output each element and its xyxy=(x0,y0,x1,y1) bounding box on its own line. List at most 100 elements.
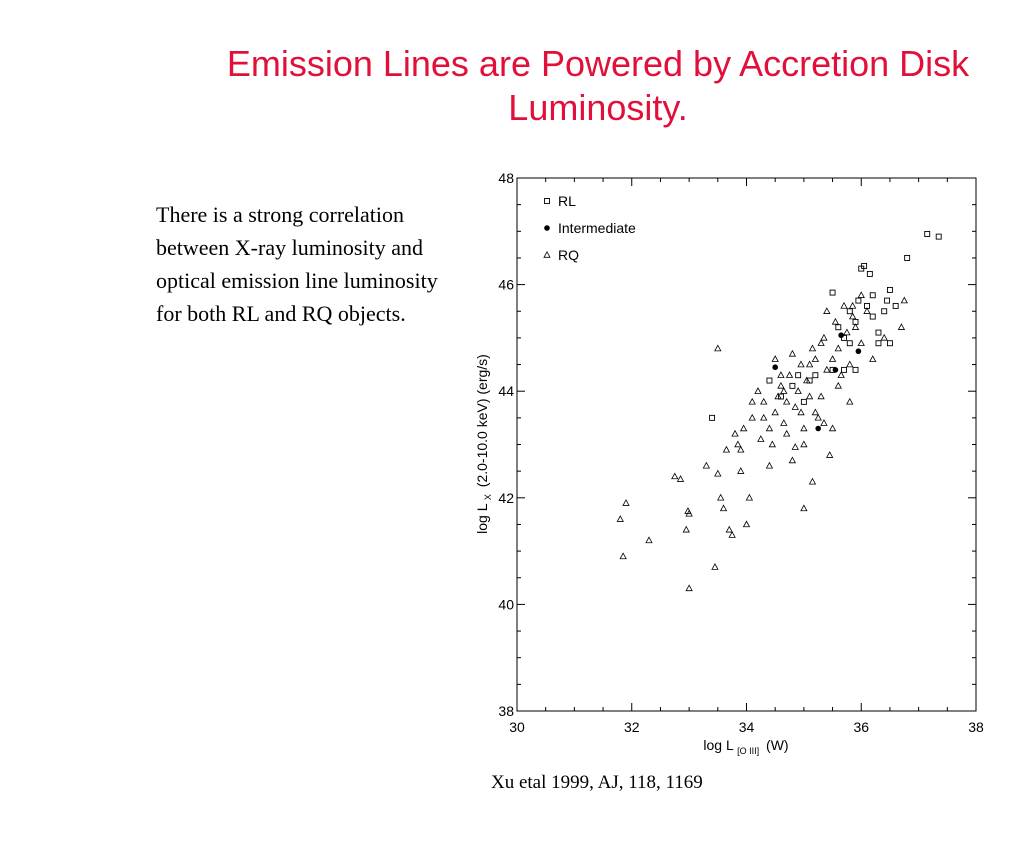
point-rl xyxy=(829,289,836,296)
point-rq xyxy=(622,499,630,506)
y-axis-label: log L X (2.0-10.0 keV) (erg/s) xyxy=(474,354,494,534)
point-intermediate xyxy=(838,332,844,339)
point-rq xyxy=(834,381,842,389)
point-rq xyxy=(843,328,851,336)
legend: RL Intermediate RQ xyxy=(543,193,636,263)
point-rl xyxy=(846,308,853,315)
point-rl xyxy=(812,372,819,379)
point-rl xyxy=(869,313,876,320)
point-rq xyxy=(722,445,731,453)
point-rq xyxy=(834,344,842,352)
point-rq xyxy=(671,472,679,480)
point-rq xyxy=(805,392,814,400)
point-rq xyxy=(728,531,736,538)
slide-title: Emission Lines are Powered by Accretion … xyxy=(180,42,1016,130)
point-rl xyxy=(709,414,716,421)
point-rl xyxy=(875,340,882,347)
point-rl xyxy=(855,297,862,304)
y-tick-label: 48 xyxy=(498,170,514,186)
point-rq xyxy=(734,440,742,448)
point-rq xyxy=(846,360,854,368)
point-rl xyxy=(892,302,899,309)
point-rq xyxy=(863,307,871,314)
point-rl xyxy=(881,308,888,315)
point-rq xyxy=(774,392,782,400)
x-tick-label: 34 xyxy=(739,719,755,735)
x-tick-label: 30 xyxy=(509,719,525,735)
point-rq xyxy=(717,493,725,501)
x-tick-label: 32 xyxy=(624,719,640,735)
point-rq xyxy=(814,413,822,421)
point-rq xyxy=(831,317,840,325)
point-rl xyxy=(846,340,853,347)
point-rq xyxy=(780,387,788,394)
point-rq xyxy=(811,355,820,362)
point-rq xyxy=(869,355,877,362)
point-rq xyxy=(745,493,754,501)
point-rq xyxy=(857,291,865,298)
point-rq xyxy=(777,381,785,389)
point-rq xyxy=(702,461,711,469)
point-rl xyxy=(800,398,807,405)
legend-label-intermediate: Intermediate xyxy=(558,220,636,236)
point-rq xyxy=(682,525,690,533)
point-rl xyxy=(869,292,876,299)
point-rq xyxy=(897,323,906,330)
points-layer xyxy=(616,231,942,592)
point-rq xyxy=(851,323,860,330)
point-rq xyxy=(676,475,685,482)
point-rl xyxy=(875,329,882,336)
point-intermediate xyxy=(855,348,862,355)
point-rq xyxy=(808,477,817,485)
point-rl xyxy=(904,254,911,261)
point-rl xyxy=(835,324,842,331)
point-rq xyxy=(788,456,797,464)
point-rq xyxy=(808,344,817,352)
point-rq xyxy=(837,371,845,378)
point-rq xyxy=(800,504,808,512)
point-rq xyxy=(794,387,802,394)
point-rq xyxy=(748,413,756,421)
point-rq xyxy=(731,429,739,437)
point-rq xyxy=(828,355,837,362)
point-rq xyxy=(803,376,811,384)
legend-marker-rq xyxy=(543,250,551,258)
point-rq xyxy=(782,429,791,437)
point-rl xyxy=(766,377,773,384)
point-rq xyxy=(817,392,825,400)
point-rq xyxy=(725,525,733,533)
ticks-layer: 30 32 34 36 38 38 40 42 44 46 48 xyxy=(498,170,984,735)
point-rq xyxy=(900,296,908,304)
y-axis-label-sub: X xyxy=(483,494,493,500)
point-rq xyxy=(823,307,831,314)
point-rq xyxy=(805,360,814,368)
citation: Xu etal 1999, AJ, 118, 1169 xyxy=(491,772,703,793)
point-rq xyxy=(777,371,785,378)
chart-frame xyxy=(516,177,977,712)
point-rq xyxy=(719,504,728,512)
point-rl xyxy=(866,270,873,277)
point-rq xyxy=(645,536,653,544)
legend-label-rq: RQ xyxy=(558,247,579,263)
point-rq xyxy=(820,333,828,341)
point-rq xyxy=(823,365,831,373)
point-rq xyxy=(782,397,791,405)
point-intermediate xyxy=(815,425,822,432)
y-tick-label: 40 xyxy=(498,596,514,612)
body-text: There is a strong correlation between X-… xyxy=(156,202,438,326)
point-rq xyxy=(685,509,693,517)
point-rq xyxy=(760,413,768,421)
point-rl xyxy=(841,366,847,373)
point-rq xyxy=(817,339,825,346)
point-rl xyxy=(884,297,891,304)
point-rq xyxy=(848,312,857,320)
legend-marker-rl xyxy=(544,198,550,204)
point-rq xyxy=(711,563,719,570)
point-rq xyxy=(811,408,820,416)
point-rq xyxy=(765,424,774,432)
point-rq xyxy=(797,360,805,368)
point-rl xyxy=(861,262,868,269)
point-intermediate xyxy=(832,367,839,373)
point-rq xyxy=(765,461,774,469)
